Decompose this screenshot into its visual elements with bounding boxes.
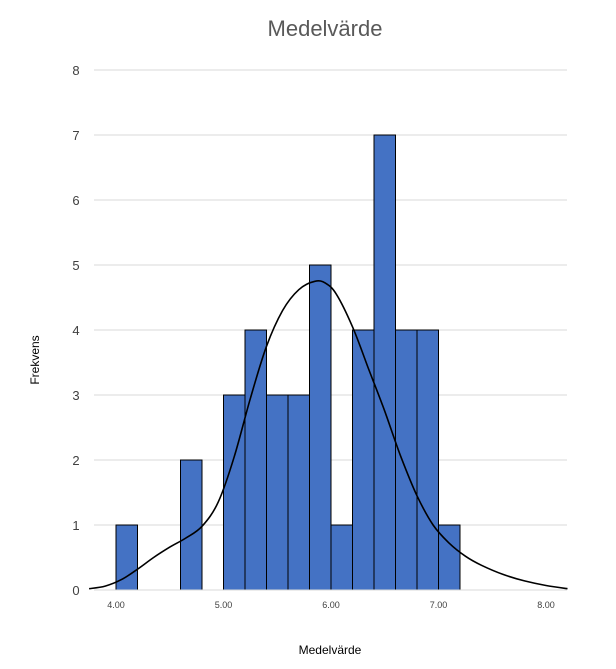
histogram-bar xyxy=(266,394,289,591)
x-tick-label: 7.00 xyxy=(430,600,448,610)
histogram-bar xyxy=(395,329,418,591)
histogram-bar xyxy=(180,459,203,591)
y-axis-label: Frekvens xyxy=(28,335,42,384)
histogram-bar xyxy=(330,524,353,591)
x-tick-label: 4.00 xyxy=(107,600,125,610)
x-axis-ticks: 4.00 5.00 6.00 7.00 8.00 xyxy=(107,600,555,610)
y-tick-label: 4 xyxy=(72,323,79,338)
x-tick-label: 6.00 xyxy=(322,600,340,610)
y-tick-label: 5 xyxy=(72,258,79,273)
x-axis-label: Medelvärde xyxy=(299,643,362,657)
histogram-bar xyxy=(287,394,310,591)
histogram-bar xyxy=(373,134,396,591)
y-tick-label: 3 xyxy=(72,388,79,403)
histogram-bar xyxy=(244,329,267,591)
histogram-bar xyxy=(352,329,375,591)
chart-title: Medelvärde xyxy=(268,16,383,41)
y-tick-label: 6 xyxy=(72,193,79,208)
histogram-bars xyxy=(94,134,567,591)
y-tick-label: 8 xyxy=(72,63,79,78)
y-axis-ticks: 0 1 2 3 4 5 6 7 8 xyxy=(72,63,79,598)
y-tick-label: 1 xyxy=(72,518,79,533)
x-tick-label: 5.00 xyxy=(215,600,233,610)
histogram-bar xyxy=(309,264,332,591)
histogram-bar xyxy=(416,329,439,591)
histogram-bar xyxy=(223,394,246,591)
normal-curve-layer xyxy=(88,280,568,590)
y-tick-label: 0 xyxy=(72,583,79,598)
y-tick-label: 7 xyxy=(72,128,79,143)
normal-distribution-curve xyxy=(88,280,568,590)
x-tick-label: 8.00 xyxy=(537,600,555,610)
y-tick-label: 2 xyxy=(72,453,79,468)
